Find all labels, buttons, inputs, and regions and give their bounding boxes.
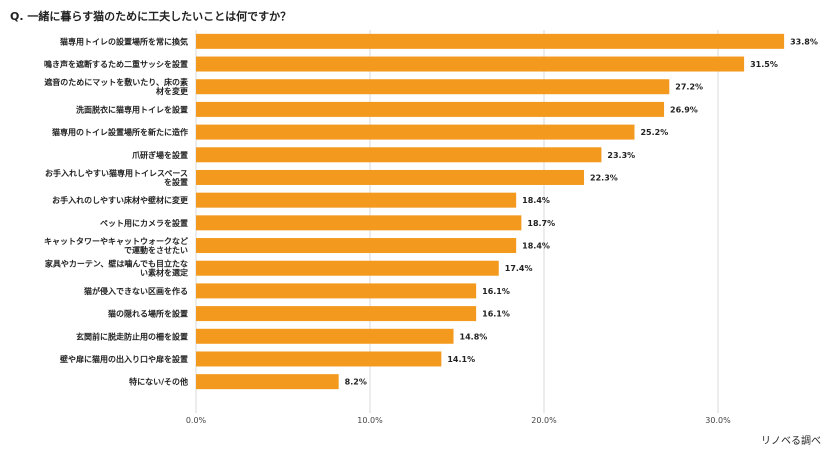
value-label: 23.3% bbox=[607, 151, 635, 160]
bar bbox=[196, 328, 454, 344]
bar bbox=[196, 238, 517, 254]
bar bbox=[196, 215, 522, 231]
value-label: 18.7% bbox=[527, 219, 555, 228]
x-tick-label: 20.0% bbox=[531, 416, 557, 425]
category-label: お手入れのしやすい床材や壁材に変更 bbox=[52, 195, 189, 205]
category-label: 遮音のためにマットを敷いたり、床の素材を変更 bbox=[44, 77, 189, 96]
category-label: 爪研ぎ場を設置 bbox=[132, 150, 188, 160]
bar bbox=[196, 33, 785, 49]
source-credit: リノベる調べ bbox=[761, 436, 821, 447]
value-label: 17.4% bbox=[505, 264, 533, 273]
value-label: 14.1% bbox=[447, 355, 475, 364]
x-tick-label: 30.0% bbox=[705, 416, 731, 425]
bar bbox=[196, 79, 670, 95]
category-label: 家具やカーテン、壁は噛んでも目立たない素材を選定 bbox=[45, 259, 188, 278]
value-label: 26.9% bbox=[670, 105, 698, 114]
value-label: 16.1% bbox=[482, 287, 510, 296]
category-label: ペット用にカメラを設置 bbox=[100, 218, 188, 228]
bar bbox=[196, 306, 477, 322]
value-label: 14.8% bbox=[460, 332, 488, 341]
chart-title: Q. 一緒に暮らす猫のために工夫したいことは何ですか？ bbox=[10, 10, 292, 23]
value-label: 8.2% bbox=[345, 378, 367, 387]
category-label: 特にない/その他 bbox=[129, 377, 188, 387]
bar bbox=[196, 283, 477, 299]
bar bbox=[196, 260, 499, 276]
value-label: 16.1% bbox=[482, 310, 510, 319]
category-label: 猫専用トイレの設置場所を常に換気 bbox=[59, 36, 188, 46]
bar bbox=[196, 351, 442, 367]
bar bbox=[196, 192, 517, 208]
value-label: 18.4% bbox=[522, 242, 550, 251]
category-label: 壁や扉に猫用の出入り口や扉を設置 bbox=[60, 354, 188, 364]
value-label: 22.3% bbox=[590, 173, 618, 182]
category-label: 洗面脱衣に猫専用トイレを設置 bbox=[76, 104, 188, 114]
value-label: 33.8% bbox=[790, 37, 818, 46]
bar bbox=[196, 374, 339, 390]
category-label: お手入れしやすい猫専用トイレスペースを設置 bbox=[45, 168, 188, 187]
value-label: 27.2% bbox=[675, 83, 703, 92]
value-label: 31.5% bbox=[750, 60, 778, 69]
category-label: 猫専用のトイレ設置場所を新たに造作 bbox=[51, 127, 188, 137]
bar bbox=[196, 147, 602, 163]
category-label: キャットタワーやキャットウォークなどで運動をさせたい bbox=[44, 236, 188, 255]
category-label: 鳴き声を遮断するため二重サッシを設置 bbox=[44, 59, 188, 69]
bar bbox=[196, 124, 635, 140]
value-label: 25.2% bbox=[640, 128, 668, 137]
bar bbox=[196, 169, 585, 185]
value-label: 18.4% bbox=[522, 196, 550, 205]
x-tick-label: 0.0% bbox=[186, 416, 207, 425]
category-label: 猫の隠れる場所を設置 bbox=[107, 309, 188, 319]
bar bbox=[196, 101, 665, 117]
category-label: 玄関前に脱走防止用の柵を設置 bbox=[76, 331, 188, 341]
bar bbox=[196, 56, 745, 72]
x-tick-label: 10.0% bbox=[357, 416, 383, 425]
category-label: 猫が侵入できない区画を作る bbox=[83, 286, 188, 296]
